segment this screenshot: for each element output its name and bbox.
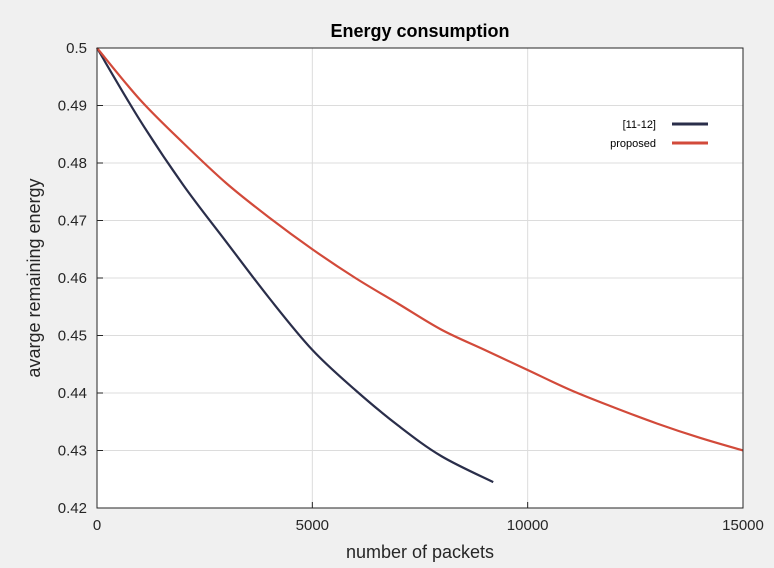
series-line-0 [96, 47, 494, 484]
x-tick-label: 15000 [722, 517, 764, 534]
x-tick-label: 0 [93, 517, 101, 534]
grid-lines [96, 47, 744, 509]
y-tick-label: 0.49 [58, 98, 87, 115]
legend-label: proposed [610, 138, 656, 150]
legend-label: [11-12] [623, 119, 656, 131]
y-tick-label: 0.46 [58, 270, 87, 287]
x-axis-label: number of packets [346, 542, 494, 562]
y-tick-label: 0.43 [58, 443, 87, 460]
series-line-1 [96, 47, 744, 452]
y-tick-label: 0.42 [58, 500, 87, 517]
x-tick-label: 5000 [296, 517, 329, 534]
y-tick-label: 0.44 [58, 385, 87, 402]
legend: [11-12] proposed [610, 119, 708, 150]
series-lines [96, 47, 744, 484]
y-tick-label: 0.45 [58, 328, 87, 345]
y-tick-label: 0.48 [58, 155, 87, 172]
chart-title: Energy consumption [330, 21, 509, 41]
x-axis-ticks: 0 5000 10000 15000 [93, 502, 764, 534]
y-axis-ticks: 0.42 0.43 0.44 0.45 0.46 0.47 0.48 0.49 0.5 [58, 40, 103, 517]
y-tick-label: 0.5 [66, 40, 87, 57]
y-axis-label: avarge remaining energy [24, 178, 44, 377]
x-tick-label: 10000 [507, 517, 549, 534]
y-tick-label: 0.47 [58, 213, 87, 230]
